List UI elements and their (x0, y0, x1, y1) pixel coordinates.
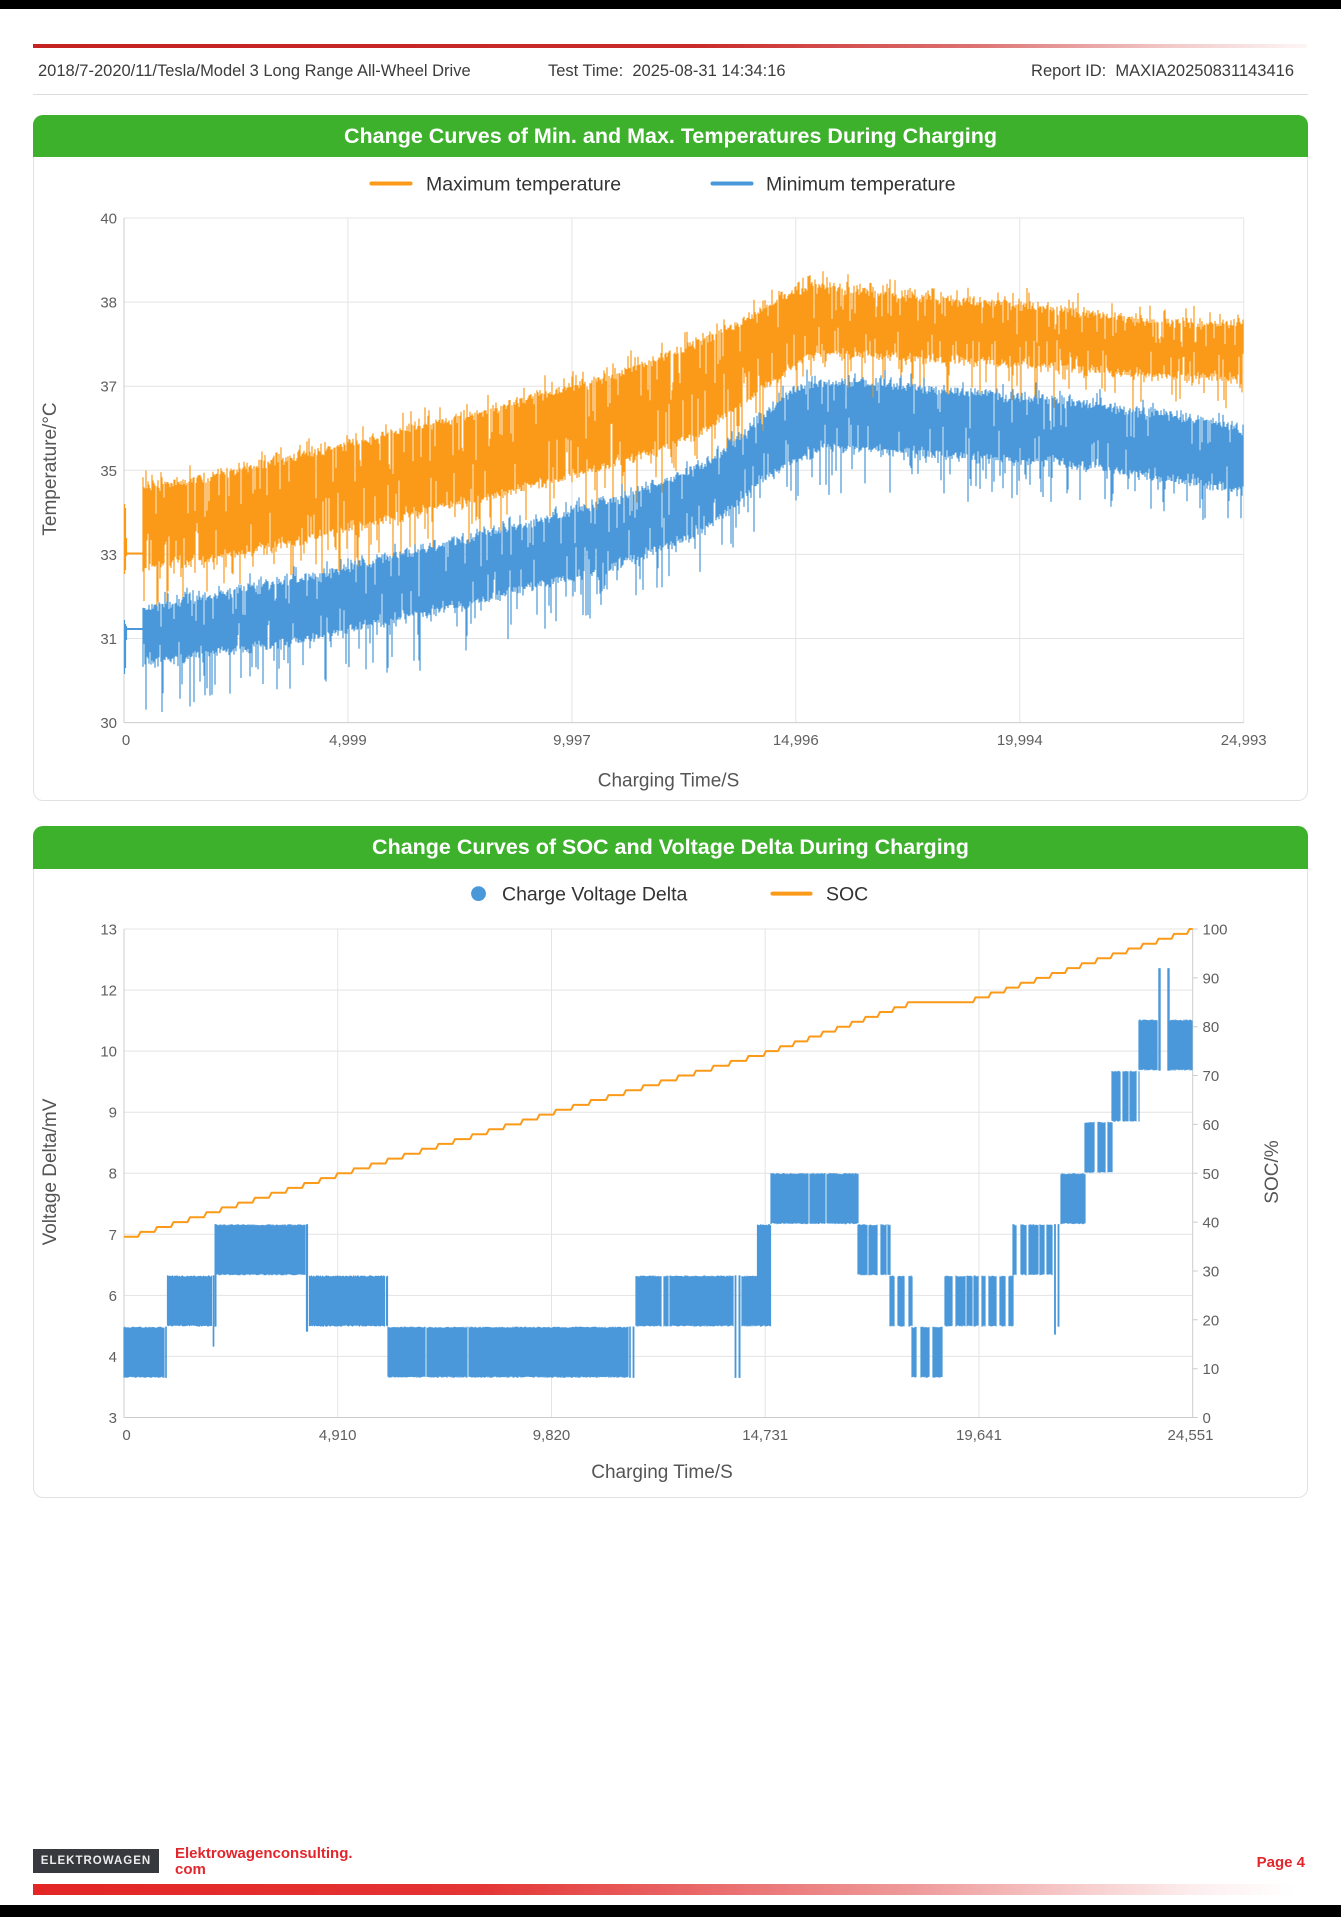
svg-text:70: 70 (1203, 1068, 1220, 1085)
svg-text:3: 3 (109, 1410, 117, 1427)
svg-text:9,997: 9,997 (553, 732, 591, 749)
svg-text:30: 30 (1203, 1264, 1220, 1281)
svg-text:Charging Time/S: Charging Time/S (591, 1462, 733, 1483)
svg-text:40: 40 (100, 211, 117, 228)
svg-text:37: 37 (100, 379, 117, 396)
svg-text:0: 0 (1203, 1410, 1211, 1427)
svg-text:8: 8 (109, 1166, 117, 1183)
svg-text:7: 7 (109, 1227, 117, 1244)
svg-text:4,999: 4,999 (329, 732, 367, 749)
svg-text:19,994: 19,994 (997, 732, 1043, 749)
svg-text:Minimum temperature: Minimum temperature (766, 174, 956, 196)
svg-text:13: 13 (100, 922, 117, 939)
svg-text:20: 20 (1203, 1312, 1220, 1329)
svg-text:9: 9 (109, 1105, 117, 1122)
svg-text:100: 100 (1203, 922, 1228, 939)
svg-text:Temperature/°C: Temperature/°C (40, 402, 61, 535)
svg-text:SOC: SOC (826, 884, 868, 906)
svg-text:80: 80 (1203, 1019, 1220, 1036)
svg-text:Charging Time/S: Charging Time/S (598, 771, 740, 792)
svg-text:Maximum temperature: Maximum temperature (426, 174, 621, 196)
svg-text:9,820: 9,820 (533, 1427, 571, 1444)
svg-text:35: 35 (100, 463, 117, 480)
svg-text:12: 12 (100, 983, 117, 1000)
svg-text:0: 0 (122, 732, 130, 749)
svg-text:90: 90 (1203, 970, 1220, 987)
svg-text:10: 10 (1203, 1361, 1220, 1378)
svg-text:50: 50 (1203, 1166, 1220, 1183)
svg-text:Voltage Delta/mV: Voltage Delta/mV (40, 1098, 61, 1245)
svg-text:31: 31 (100, 631, 117, 648)
svg-text:24,993: 24,993 (1221, 732, 1267, 749)
svg-text:30: 30 (100, 715, 117, 732)
svg-text:0: 0 (122, 1427, 130, 1444)
svg-text:4: 4 (109, 1349, 117, 1366)
svg-text:10: 10 (100, 1044, 117, 1061)
svg-text:24,551: 24,551 (1168, 1427, 1214, 1444)
svg-text:14,996: 14,996 (773, 732, 819, 749)
svg-text:4,910: 4,910 (319, 1427, 357, 1444)
svg-text:Charge Voltage Delta: Charge Voltage Delta (502, 884, 688, 906)
svg-text:60: 60 (1203, 1117, 1220, 1134)
svg-text:19,641: 19,641 (956, 1427, 1002, 1444)
svg-text:40: 40 (1203, 1215, 1220, 1232)
svg-text:SOC/%: SOC/% (1262, 1140, 1283, 1203)
svg-text:14,731: 14,731 (742, 1427, 788, 1444)
svg-text:6: 6 (109, 1288, 117, 1305)
svg-text:38: 38 (100, 295, 117, 312)
svg-text:33: 33 (100, 547, 117, 564)
